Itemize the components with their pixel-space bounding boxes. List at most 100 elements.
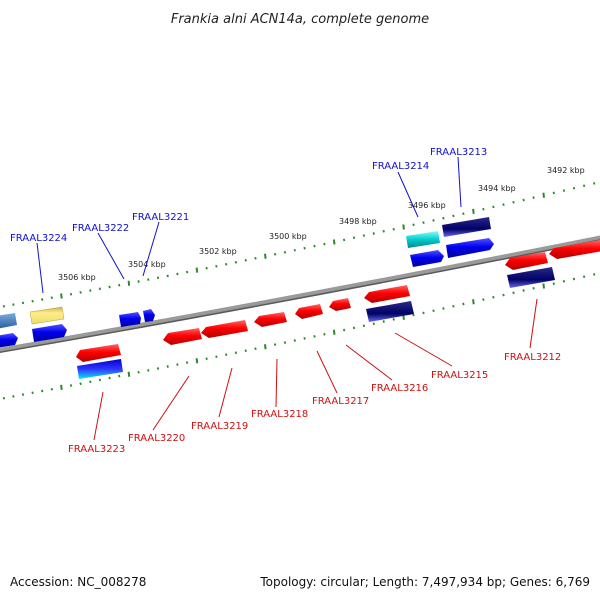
gene-arrow-fraal3221[interactable] (143, 309, 155, 322)
scale-minor-tick (532, 196, 535, 199)
scale-minor-tick (392, 318, 395, 321)
gene-arrow-fraal3216[interactable] (364, 285, 410, 303)
scale-minor-tick (293, 248, 296, 252)
scale-minor-tick (572, 277, 576, 281)
scale-minor-tick (21, 393, 25, 396)
scale-minor-tick (147, 278, 150, 281)
scale-minor-tick (552, 282, 555, 286)
scale-minor-tick (532, 286, 535, 290)
forward-genes (0, 217, 494, 348)
leader-fraal3214 (397, 171, 419, 218)
leader-fraal3217 (316, 350, 338, 394)
scale-minor-tick (372, 322, 375, 326)
scale-minor-tick (89, 289, 92, 292)
gene-arrow-fraal3220[interactable] (163, 328, 202, 345)
gene-arrow-forward-3[interactable] (410, 250, 444, 267)
scale-minor-tick (254, 256, 257, 260)
accession-text: Accession: NC_008278 (10, 575, 146, 589)
scale-minor-tick (176, 272, 179, 276)
gene-arrow-forward-1[interactable] (0, 333, 18, 348)
scale-minor-tick (382, 320, 385, 323)
gene-arrow-fraal3215[interactable] (366, 301, 414, 322)
scale-minor-tick (512, 291, 515, 295)
scale-major-tick (127, 280, 131, 286)
tick-label-3498: 3498 kbp (339, 217, 377, 226)
scale-minor-tick (2, 304, 6, 308)
scale-minor-tick (382, 229, 385, 233)
scale-minor-tick (462, 302, 465, 306)
gene-arrow-fraal3224[interactable] (29, 306, 65, 325)
scale-minor-tick (137, 370, 140, 374)
scale-major-tick (195, 358, 199, 364)
gene-arrow-forward-4[interactable] (446, 238, 494, 258)
label-fraal3218[interactable]: FRAAL3218 (251, 409, 308, 420)
gene-arrow-fraal3213[interactable] (442, 217, 491, 237)
scale-minor-tick (185, 270, 189, 274)
leader-fraal3216 (345, 344, 393, 381)
outer-scale (2, 182, 596, 308)
gene-arrow-fraal3214[interactable] (406, 231, 440, 248)
label-fraal3215[interactable]: FRAAL3215 (431, 370, 488, 381)
scale-minor-tick (392, 227, 395, 231)
scale-minor-tick (572, 186, 576, 190)
scale-minor-tick (254, 347, 257, 351)
scale-minor-tick (593, 182, 596, 185)
scale-minor-tick (293, 339, 296, 342)
gene-arrow-fraal3212-b[interactable] (549, 240, 600, 259)
scale-minor-tick (166, 365, 169, 368)
label-fraal3224[interactable]: FRAAL3224 (10, 233, 67, 244)
scale-minor-tick (522, 198, 525, 202)
scale-minor-tick (562, 189, 566, 192)
scale-minor-tick (41, 389, 44, 393)
label-fraal3213[interactable]: FRAAL3213 (430, 147, 487, 158)
gene-arrow-fraal3217[interactable] (295, 304, 323, 319)
leader-fraal3215 (394, 332, 453, 367)
gene-arrow-fraal3219[interactable] (201, 320, 248, 338)
scale-minor-tick (98, 378, 102, 382)
gene-arrow-fraal3218[interactable] (254, 312, 287, 327)
scale-minor-tick (342, 328, 346, 332)
scale-minor-tick (462, 212, 465, 216)
leader-fraal3219 (218, 367, 233, 418)
scale-minor-tick (215, 355, 218, 359)
label-fraal3223[interactable]: FRAAL3223 (68, 444, 125, 455)
scale-major-tick (60, 384, 63, 391)
gene-arrow-steel[interactable] (0, 313, 17, 329)
leader-fraal3223 (93, 391, 104, 441)
scale-minor-tick (215, 264, 218, 268)
scale-minor-tick (432, 219, 435, 222)
scale-minor-tick (313, 335, 316, 338)
scale-major-tick (542, 283, 545, 289)
gene-arrow-fraal3216-a[interactable] (329, 298, 351, 311)
leader-fraal3222 (97, 232, 125, 280)
label-fraal3214[interactable]: FRAAL3214 (372, 161, 429, 172)
scale-minor-tick (31, 391, 34, 395)
scale-minor-tick (342, 238, 346, 242)
label-fraal3219[interactable]: FRAAL3219 (191, 421, 248, 432)
gene-arrow-fraal3212-c[interactable] (507, 267, 555, 288)
scale-minor-tick (442, 216, 445, 220)
label-fraal3217[interactable]: FRAAL3217 (312, 396, 369, 407)
map-title: Frankia alni ACN14a, complete genome (171, 12, 429, 27)
scale-minor-tick (283, 250, 287, 254)
label-fraal3216[interactable]: FRAAL3216 (371, 383, 428, 394)
scale-minor-tick (492, 205, 495, 209)
label-fraal3222[interactable]: FRAAL3222 (72, 223, 129, 234)
leader-fraal3212 (529, 298, 538, 349)
gene-arrow-fraal3223[interactable] (76, 344, 121, 362)
label-fraal3220[interactable]: FRAAL3220 (128, 433, 185, 444)
scale-minor-tick (482, 298, 485, 301)
label-fraal3221[interactable]: FRAAL3221 (132, 212, 189, 223)
scale-minor-tick (205, 266, 208, 270)
label-fraal3212[interactable]: FRAAL3212 (504, 352, 561, 363)
scale-minor-tick (502, 293, 505, 297)
scale-minor-tick (422, 221, 425, 224)
scale-minor-tick (593, 273, 596, 276)
scale-minor-tick (234, 351, 238, 355)
scale-minor-tick (492, 295, 495, 299)
gene-arrow-fraal3222[interactable] (119, 312, 141, 327)
gene-arrow-fraal3223-b[interactable] (77, 359, 123, 379)
gene-arrow-fraal3212[interactable] (505, 252, 548, 270)
gene-arrow-forward-2[interactable] (32, 324, 67, 342)
